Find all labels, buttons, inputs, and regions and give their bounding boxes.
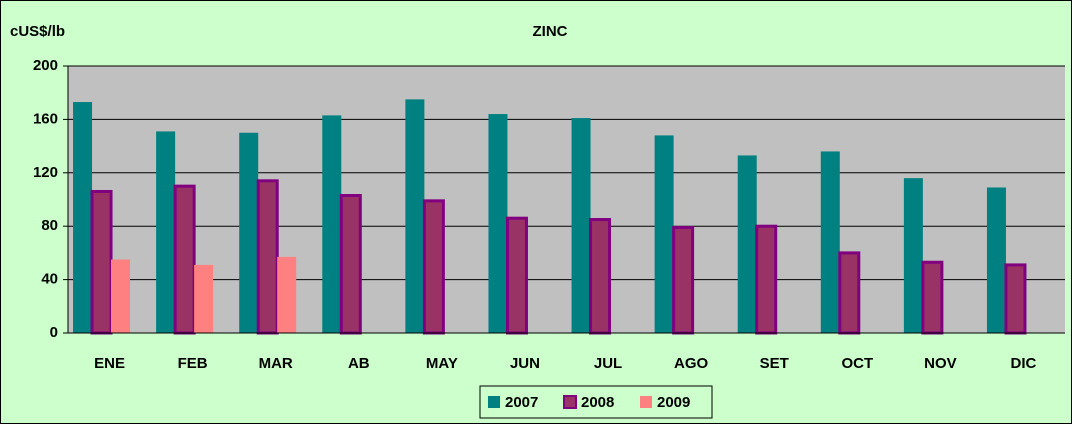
bar	[505, 216, 528, 335]
bar	[838, 251, 861, 335]
x-tick-label: JUL	[594, 355, 622, 372]
x-tick-label: MAR	[259, 355, 293, 372]
legend-label: 2009	[657, 394, 690, 411]
legend-label: 2007	[505, 394, 538, 411]
x-tick-label: SET	[760, 355, 789, 372]
x-tick-label: OCT	[841, 355, 873, 372]
y-tick-label: 40	[41, 271, 58, 288]
bar	[111, 259, 131, 333]
bar	[422, 199, 445, 335]
bar	[239, 132, 259, 333]
bar	[73, 102, 93, 333]
bar	[903, 178, 923, 333]
x-tick-label: JUN	[510, 355, 540, 372]
bar	[820, 151, 840, 333]
bar	[672, 226, 695, 335]
x-tick-label: NOV	[924, 355, 957, 372]
bar	[277, 256, 297, 333]
y-tick-label: 120	[33, 164, 58, 181]
bar	[571, 118, 591, 333]
bar	[755, 224, 778, 335]
x-tick-label: MAY	[426, 355, 458, 372]
legend-swatch	[488, 396, 500, 408]
bar	[339, 193, 362, 335]
y-axis-label: cUS$/lb	[10, 23, 65, 40]
y-tick-label: 80	[41, 217, 58, 234]
y-tick-label: 0	[50, 324, 58, 341]
legend-label: 2008	[581, 394, 614, 411]
legend-box	[479, 385, 713, 419]
bar	[986, 187, 1006, 333]
bar	[654, 135, 674, 333]
bar	[589, 218, 612, 335]
bar	[156, 131, 176, 333]
bar	[256, 179, 279, 335]
x-tick-label: AGO	[674, 355, 709, 372]
bar	[90, 189, 113, 335]
y-tick-label: 200	[33, 57, 58, 74]
bar	[737, 155, 757, 333]
bar	[921, 260, 944, 335]
bar	[194, 264, 214, 333]
plot-area	[68, 66, 1065, 333]
y-tick-label: 160	[33, 110, 58, 127]
bar	[405, 99, 425, 333]
x-tick-label: ENE	[94, 355, 125, 372]
bar	[1004, 263, 1027, 335]
x-tick-label: AB	[348, 355, 370, 372]
chart-title: ZINC	[533, 23, 568, 40]
x-tick-label: FEB	[178, 355, 208, 372]
x-tick-label: DIC	[1011, 355, 1037, 372]
bar	[322, 115, 342, 334]
bar	[488, 114, 508, 333]
bar	[173, 184, 196, 335]
legend-swatch	[640, 396, 652, 408]
legend-swatch	[563, 395, 577, 409]
